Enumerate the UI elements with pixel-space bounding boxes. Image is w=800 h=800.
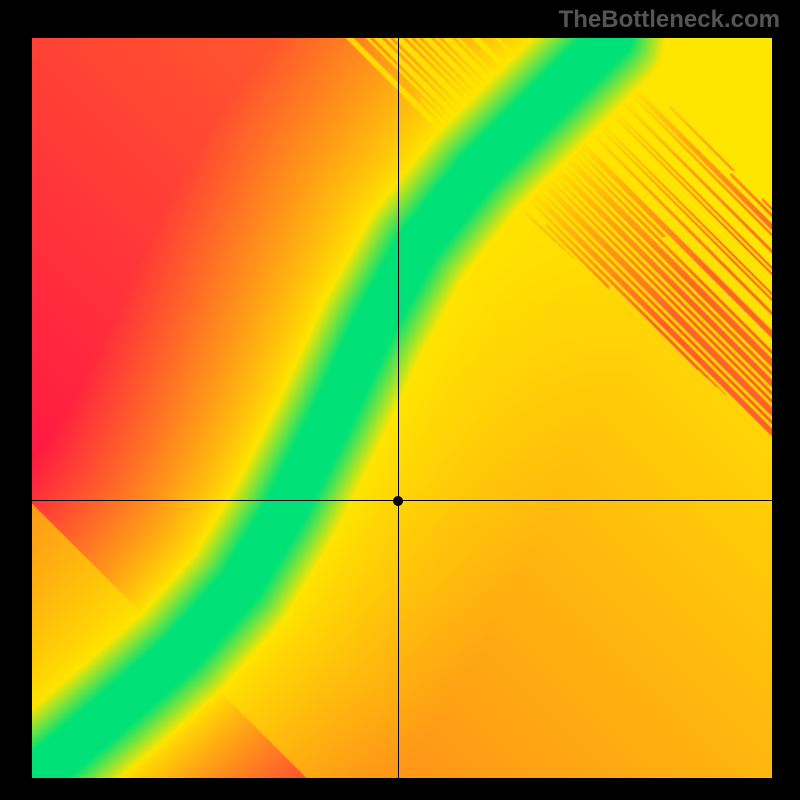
selection-dot[interactable] (393, 496, 403, 506)
crosshair-vertical (398, 38, 399, 778)
chart-container: { "source": { "watermark": "TheBottlenec… (0, 0, 800, 800)
bottleneck-heatmap (32, 38, 772, 778)
watermark: TheBottleneck.com (559, 6, 780, 34)
